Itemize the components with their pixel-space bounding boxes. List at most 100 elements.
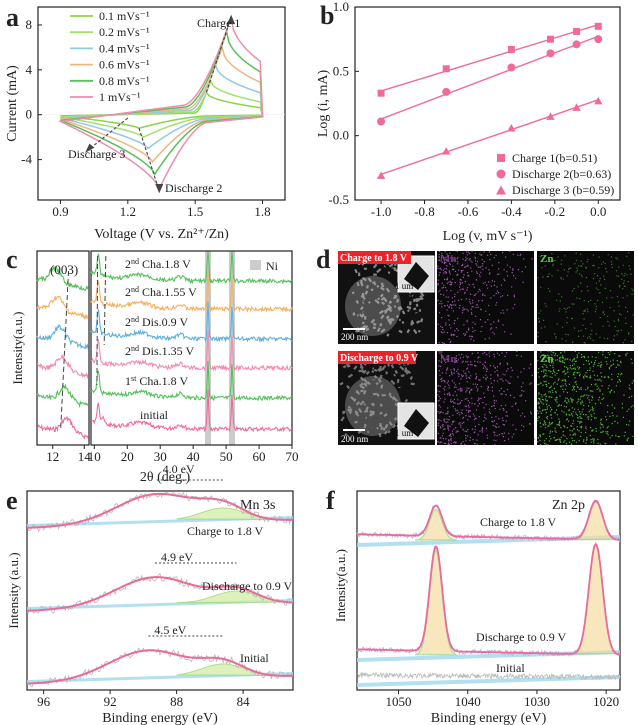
data-point-triangle [572, 103, 581, 111]
panel-c-right-x-tick-label: 40 [187, 449, 200, 464]
legend-label: 0.1 mVs⁻¹ [99, 9, 150, 23]
data-point-triangle [442, 147, 451, 155]
xrd-trace-label: 2nd Dis.1.35 V [125, 344, 194, 358]
panel-e-x-tick-label: 96 [37, 694, 51, 709]
label-superscript: st [131, 374, 137, 383]
xps-trace-label: Charge to 1.8 V [480, 515, 557, 529]
legend-marker-square [497, 154, 505, 162]
mn-signal-dots [437, 250, 533, 345]
panel-b-x-tick-label: -1.0 [371, 204, 392, 219]
discharge2-trend-line [138, 128, 160, 192]
label-number: 2 [125, 315, 131, 329]
scale-bar-label: 200 nm [341, 332, 368, 342]
tem-particle-body [345, 276, 401, 336]
xrd-right-trace-5 [90, 251, 293, 285]
label-text: Cha.1.8 V [139, 257, 191, 271]
legend-marker-triangle [496, 185, 506, 195]
xps-raw-data [26, 572, 294, 614]
xrd-right-trace-3 [90, 301, 293, 344]
peak-guide-right [96, 255, 99, 386]
panel-a-frame [37, 6, 286, 201]
panel-f-x-tick-label: 1020 [593, 694, 619, 709]
splitting-label: 4.5 eV [154, 623, 186, 637]
panel-a-x-tick-label: 1.8 [254, 204, 270, 219]
panel-f-xlabel: Binding energy (eV) [431, 711, 547, 725]
panel-a-y-tick-label: 8 [26, 17, 33, 32]
mn-map-label: Mn [440, 253, 457, 265]
panel-b-y-tick-label: 1.0 [333, 0, 349, 14]
charge1-arrowhead [227, 14, 236, 25]
panel-c-label: c [6, 245, 18, 274]
panel-b-x-tick-label: -0.2 [545, 204, 566, 219]
panel-d: d 1 um Charge to 1.8 V 200 nm Mn Zn 1 um Discha… [316, 245, 635, 446]
label-text: Cha.1.8 V [136, 374, 188, 388]
panel-b-x-tick-label: -0.4 [501, 204, 522, 219]
xps-raw-data [356, 671, 621, 681]
xrd-left-trace-2 [36, 354, 89, 380]
panel-c-right-x-tick-label: 50 [220, 449, 233, 464]
label-text: Cha.1.55 V [139, 285, 197, 299]
panel-b-y-tick-label: -0.5 [328, 192, 349, 207]
mn-map-label: Mn [440, 353, 457, 365]
xps-fit-envelope [26, 649, 294, 685]
label-superscript: nd [131, 315, 139, 324]
panel-c-right-x-tick-label: 60 [253, 449, 266, 464]
panel-e-xlabel: Binding energy (eV) [102, 711, 218, 725]
panel-c-left-x-tick-label: 14 [78, 449, 92, 464]
xps-trace-label: Discharge to 0.9 V [202, 579, 293, 593]
panel-c-right-x-tick-label: 30 [154, 449, 167, 464]
legend-label: Discharge 2(b=0.63) [512, 167, 611, 181]
inset-scale-label: 1 um [395, 281, 413, 291]
scale-bar-label: 200 nm [341, 434, 368, 444]
ni-legend-swatch [250, 260, 261, 270]
zn-map-label: Zn [540, 353, 553, 365]
data-point-square [546, 35, 554, 43]
label-number: 1 [125, 374, 131, 388]
panel-f-frame [356, 490, 621, 691]
xrd-trace-label: 2nd Dis.0.9 V [125, 315, 188, 329]
tem-inset-particle [404, 409, 429, 437]
panel-b-x-tick-label: -0.8 [414, 204, 435, 219]
ni-legend-label: Ni [266, 259, 279, 273]
xrd-left-trace-0 [36, 415, 89, 440]
label-number: 2 [125, 285, 131, 299]
tem-row-label: Discharge to 0.9 V [340, 353, 419, 364]
legend-label: 0.4 mVs⁻¹ [99, 41, 150, 55]
panel-a-ylabel: Current (mA) [5, 65, 20, 142]
xps-trace-label: Discharge to 0.9 V [476, 630, 567, 644]
data-point-circle [572, 40, 581, 49]
discharge2-arrowhead [155, 184, 164, 194]
label-superscript: nd [131, 344, 139, 353]
panel-c-left-frame [36, 250, 90, 446]
discharge3-arrowhead [85, 143, 95, 153]
xrd-trace-label: 2nd Cha.1.8 V [125, 257, 191, 271]
panel-a-x-tick-label: 1.5 [187, 204, 203, 219]
label-text: Dis.0.9 V [139, 315, 188, 329]
panel-e-label: e [6, 486, 18, 515]
mn-map-1 [437, 351, 534, 445]
data-point-square [377, 89, 385, 97]
tem-particle-body [345, 376, 401, 436]
charge1-trend-line [205, 16, 232, 93]
panel-b-xlabel: Log (v, mV s⁻¹) [443, 229, 533, 244]
legend-label: 0.8 mVs⁻¹ [99, 74, 150, 88]
panel-b-label: b [320, 1, 334, 30]
panel-c-right-x-tick-label: 20 [121, 449, 134, 464]
data-point-triangle [594, 96, 603, 105]
panel-e-frame [26, 490, 294, 691]
xrd-right-trace-4 [90, 270, 293, 313]
legend-label: 0.2 mVs⁻¹ [99, 25, 150, 39]
panel-c-right-x-tick-label: 70 [286, 449, 299, 464]
panel-e-ylabel: Intensity (a.u.) [6, 552, 21, 628]
ni-peak-band-1 [229, 251, 236, 445]
panel-a-xlabel: Voltage (V vs. Zn²⁺/Zn) [94, 227, 229, 242]
cv-curve-2 [60, 61, 264, 150]
panel-b: b Charge 1(b=0.51) Discharge 2(b=0.63) Disc… [316, 0, 621, 244]
data-point-circle [377, 117, 386, 126]
xrd-trace-label: 1st Cha.1.8 V [125, 374, 188, 388]
xps-fit-envelope [356, 499, 621, 541]
annotation-charge-1: Charge 1 [197, 16, 240, 30]
panel-f-label: f [326, 486, 335, 515]
panel-a-y-tick-label: 0 [26, 107, 33, 122]
